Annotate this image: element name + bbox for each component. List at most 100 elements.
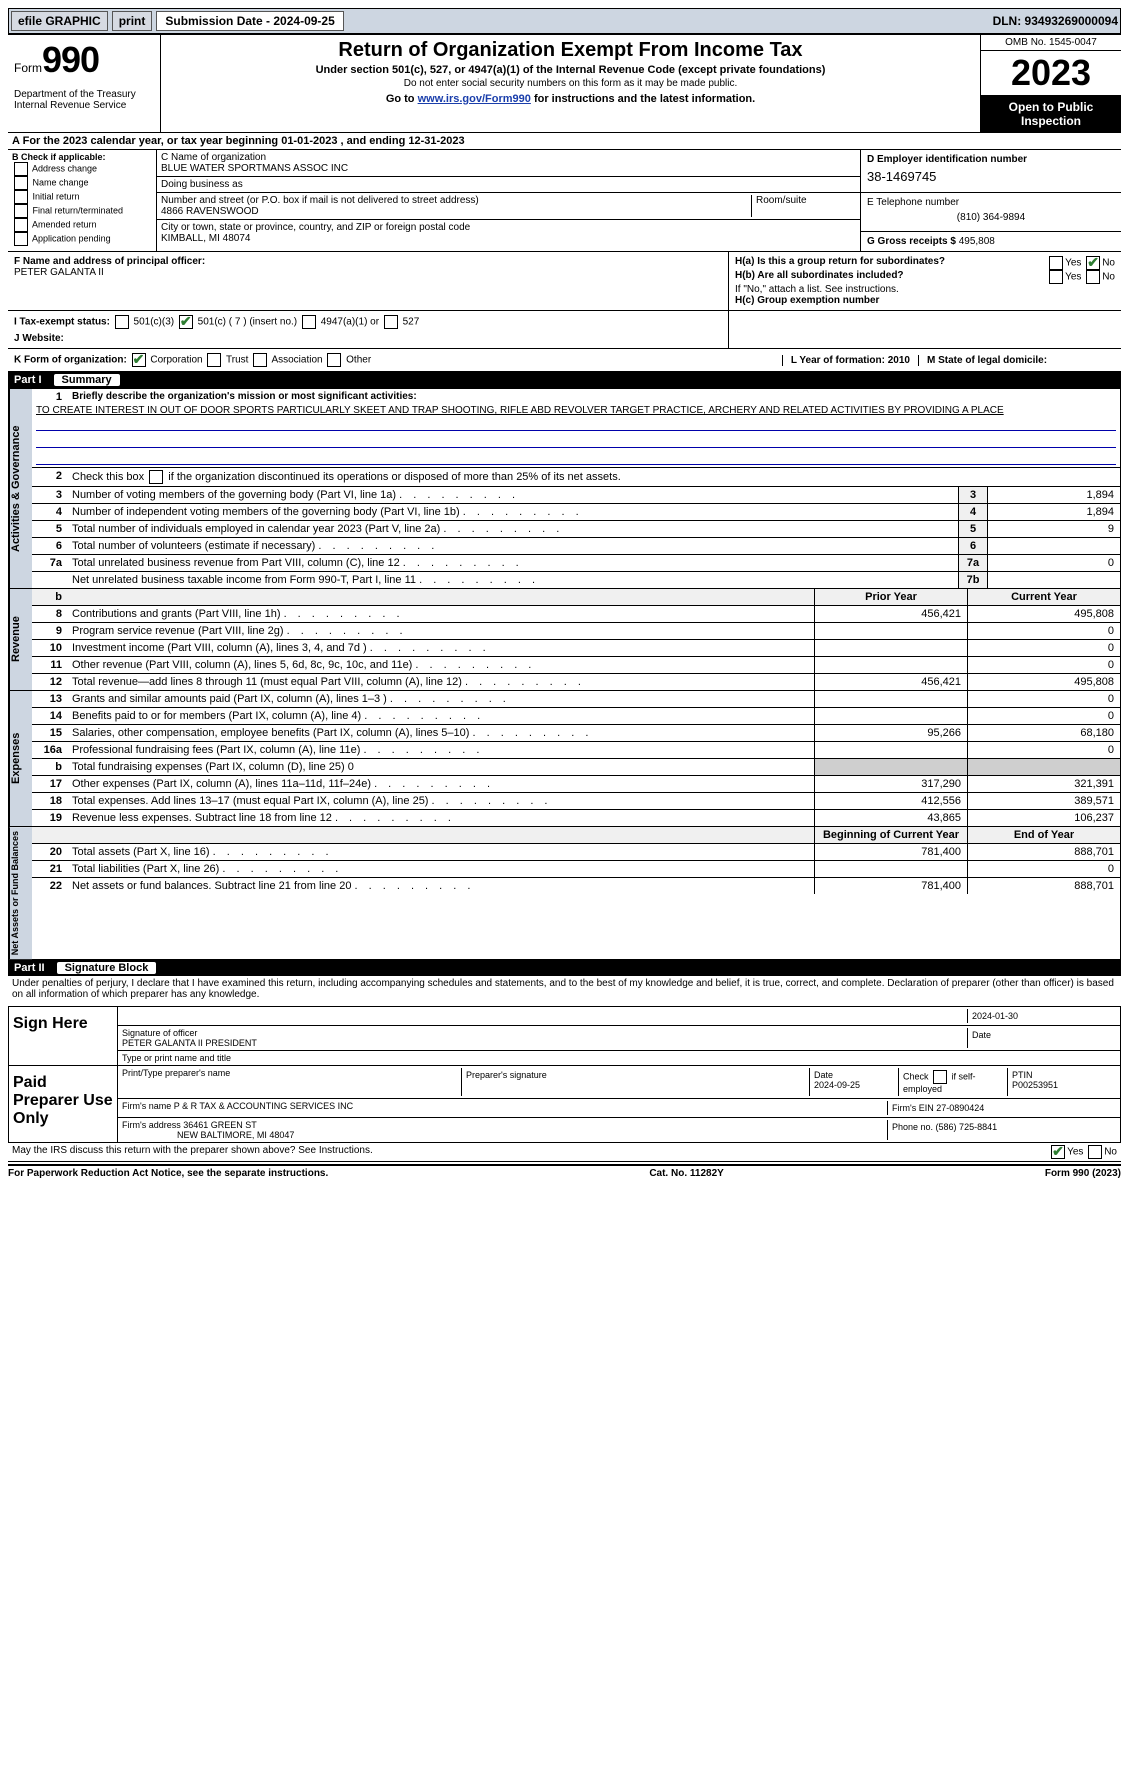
print-btn[interactable]: print <box>112 11 153 31</box>
sig-title-lbl: Type or print name and title <box>122 1053 231 1063</box>
irs-link[interactable]: www.irs.gov/Form990 <box>418 93 531 105</box>
table-row: 7aTotal unrelated business revenue from … <box>32 555 1120 572</box>
signature-block: Sign Here 2024-01-30 Signature of office… <box>8 1006 1121 1143</box>
ij-row: I Tax-exempt status: 501(c)(3) 501(c) ( … <box>8 311 1121 349</box>
c-room-lbl: Room/suite <box>756 195 807 206</box>
telephone: (810) 364-9894 <box>867 208 1115 227</box>
table-row: 11Other revenue (Part VIII, column (A), … <box>32 657 1120 674</box>
part2-title: Signature Block <box>57 962 157 974</box>
sign-here: Sign Here <box>9 1007 118 1065</box>
bcd-block: B Check if applicable: Address change Na… <box>8 150 1121 252</box>
table-row: 14Benefits paid to or for members (Part … <box>32 708 1120 725</box>
side-governance: Activities & Governance <box>9 389 32 588</box>
table-row: 20Total assets (Part X, line 16) . . . .… <box>32 844 1120 861</box>
chk-4947[interactable] <box>302 315 316 329</box>
hb-lbl: H(b) Are all subordinates included? <box>735 270 904 281</box>
b-item-4: Amended return <box>32 219 97 229</box>
section-expenses: Expenses 13Grants and similar amounts pa… <box>8 691 1121 827</box>
table-row: Net unrelated business taxable income fr… <box>32 572 1120 588</box>
section-governance: Activities & Governance 1 Briefly descri… <box>8 388 1121 589</box>
chk-final[interactable] <box>14 204 28 218</box>
table-row: 3Number of voting members of the governi… <box>32 487 1120 504</box>
hb-note: If "No," attach a list. See instructions… <box>735 284 1115 295</box>
k-lbl: K Form of organization: <box>14 355 127 366</box>
section-revenue: Revenue b Prior Year Current Year 8Contr… <box>8 589 1121 691</box>
hdr-prior: Prior Year <box>814 589 967 605</box>
prep-date: 2024-09-25 <box>814 1080 860 1090</box>
perjury-decl: Under penalties of perjury, I declare th… <box>8 976 1121 1002</box>
chk-corp[interactable] <box>132 353 146 367</box>
hb-yes[interactable] <box>1049 270 1063 284</box>
table-row: 17Other expenses (Part IX, column (A), l… <box>32 776 1120 793</box>
chk-q2[interactable] <box>149 470 163 484</box>
c-city-lbl: City or town, state or province, country… <box>161 222 470 233</box>
c-dba-lbl: Doing business as <box>161 179 243 190</box>
discuss-yes[interactable] <box>1051 1145 1065 1159</box>
b-item-2: Initial return <box>33 191 80 201</box>
footer: For Paperwork Reduction Act Notice, see … <box>8 1164 1121 1179</box>
table-row: 12Total revenue—add lines 8 through 11 (… <box>32 674 1120 690</box>
line-a-text: For the 2023 calendar year, or tax year … <box>23 135 465 147</box>
table-row: 6Total number of volunteers (estimate if… <box>32 538 1120 555</box>
chk-501c[interactable] <box>179 315 193 329</box>
pra-notice: For Paperwork Reduction Act Notice, see … <box>8 1168 328 1179</box>
form-label: Form <box>14 61 42 75</box>
chk-amended[interactable] <box>14 218 28 232</box>
part1-title: Summary <box>54 374 120 386</box>
goto-pre: Go to <box>386 93 418 105</box>
chk-trust[interactable] <box>207 353 221 367</box>
chk-assoc[interactable] <box>253 353 267 367</box>
open-inspection: Open to Public Inspection <box>981 96 1121 132</box>
hdr-curr: Current Year <box>967 589 1120 605</box>
ha-yes[interactable] <box>1049 256 1063 270</box>
hdr-eoy: End of Year <box>967 827 1120 843</box>
table-row: 4Number of independent voting members of… <box>32 504 1120 521</box>
d-lbl: D Employer identification number <box>867 154 1027 165</box>
part1-no: Part I <box>14 374 42 386</box>
discuss-no[interactable] <box>1088 1145 1102 1159</box>
section-net: Net Assets or Fund Balances Beginning of… <box>8 827 1121 960</box>
firm-addr2: NEW BALTIMORE, MI 48047 <box>177 1130 294 1140</box>
side-revenue: Revenue <box>9 589 32 690</box>
table-row: 21Total liabilities (Part X, line 26) . … <box>32 861 1120 878</box>
ha-lbl: H(a) Is this a group return for subordin… <box>735 256 945 267</box>
chk-address[interactable] <box>14 162 28 176</box>
chk-other[interactable] <box>327 353 341 367</box>
b-item-1: Name change <box>33 177 89 187</box>
principal-officer: PETER GALANTA II <box>14 267 104 278</box>
firm-name: P & R TAX & ACCOUNTING SERVICES INC <box>174 1101 353 1111</box>
col-b: B Check if applicable: Address change Na… <box>8 150 157 251</box>
sig-officer-lbl: Signature of officer <box>122 1028 197 1038</box>
mission-text: TO CREATE INTEREST IN OUT OF DOOR SPORTS… <box>32 405 1120 416</box>
chk-501c3[interactable] <box>115 315 129 329</box>
hdr-bcy: Beginning of Current Year <box>814 827 967 843</box>
line-a: A For the 2023 calendar year, or tax yea… <box>8 133 1121 150</box>
tax-year: 2023 <box>981 51 1121 96</box>
dln: DLN: 93493269000094 <box>993 14 1118 28</box>
chk-name[interactable] <box>14 176 28 190</box>
q1-label: Briefly describe the organization's miss… <box>68 389 1120 405</box>
table-row: 18Total expenses. Add lines 13–17 (must … <box>32 793 1120 810</box>
part2-header: Part II Signature Block <box>8 960 1121 976</box>
prep-sig-lbl: Preparer's signature <box>461 1068 809 1096</box>
chk-self-employed[interactable] <box>933 1070 947 1084</box>
ha-no[interactable] <box>1086 256 1100 270</box>
table-row: 5Total number of individuals employed in… <box>32 521 1120 538</box>
m-lbl: M State of legal domicile: <box>927 355 1047 366</box>
chk-initial[interactable] <box>14 190 28 204</box>
hb-no[interactable] <box>1086 270 1100 284</box>
sig-date: 2024-01-30 <box>967 1009 1116 1023</box>
side-expenses: Expenses <box>9 691 32 826</box>
b-item-5: Application pending <box>32 233 111 243</box>
table-row: 8Contributions and grants (Part VIII, li… <box>32 606 1120 623</box>
table-row: 19Revenue less expenses. Subtract line 1… <box>32 810 1120 826</box>
chk-pending[interactable] <box>14 232 28 246</box>
ssn-warning: Do not enter social security numbers on … <box>167 78 974 89</box>
chk-527[interactable] <box>384 315 398 329</box>
e-lbl: E Telephone number <box>867 197 959 208</box>
omb-number: OMB No. 1545-0047 <box>981 35 1121 51</box>
efile-btn[interactable]: efile GRAPHIC <box>11 11 108 31</box>
paid-preparer: Paid Preparer Use Only <box>9 1066 118 1142</box>
f-lbl: F Name and address of principal officer: <box>14 256 205 267</box>
l-lbl: L Year of formation: 2010 <box>791 355 910 366</box>
